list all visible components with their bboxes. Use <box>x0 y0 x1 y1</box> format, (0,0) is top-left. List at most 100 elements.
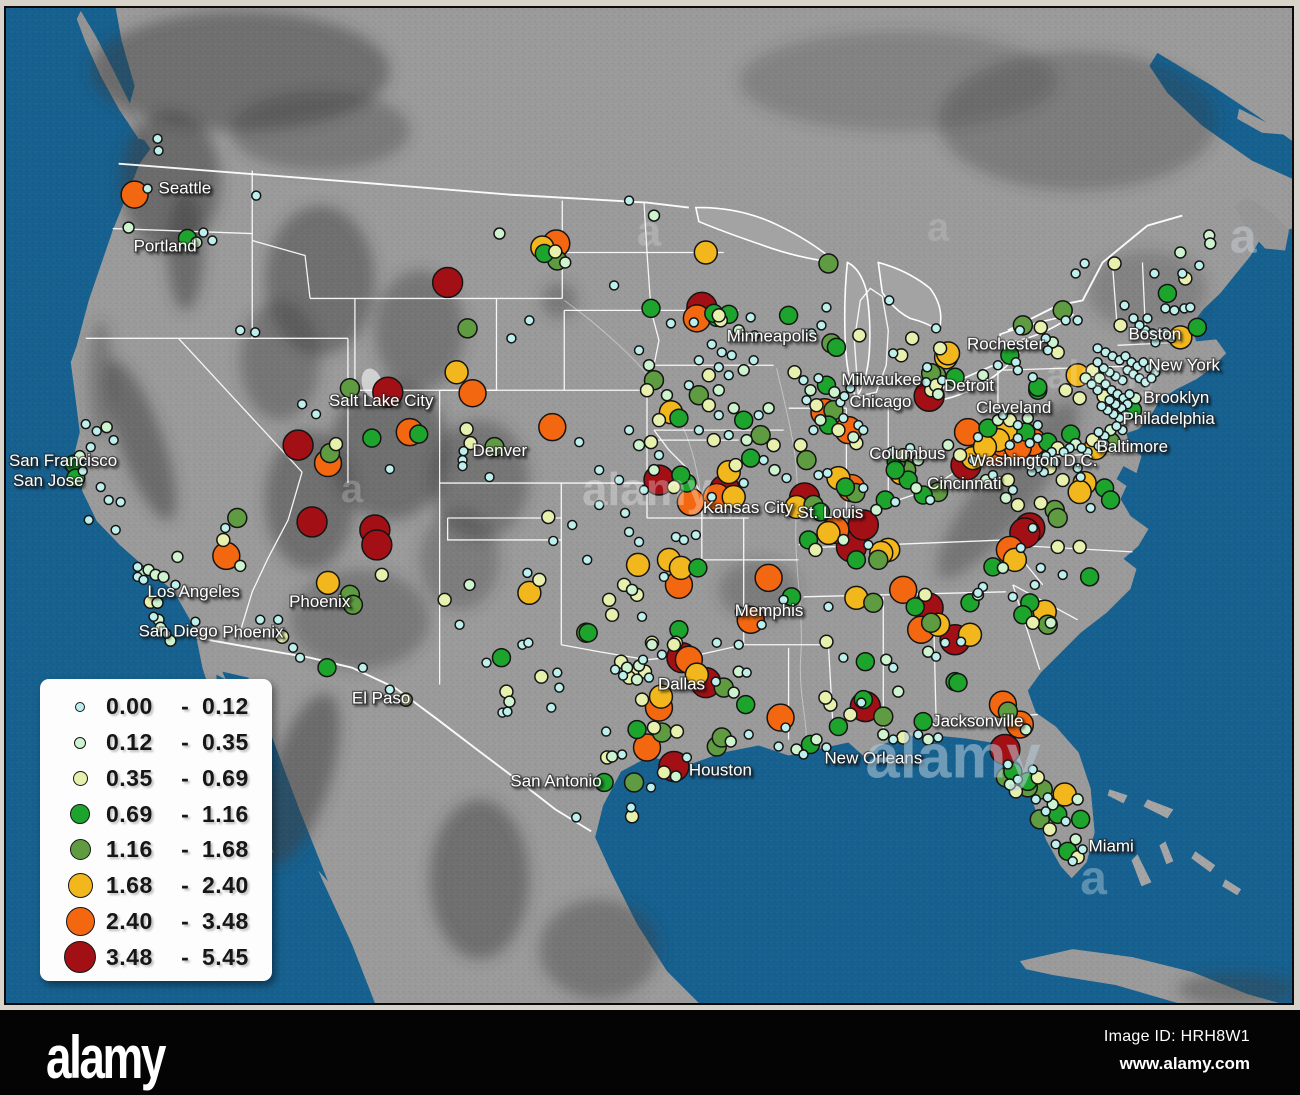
legend-dot <box>74 736 86 749</box>
data-dot <box>920 612 942 633</box>
city-label: St. Louis <box>798 503 864 522</box>
data-dot <box>701 397 717 413</box>
data-dot <box>153 145 164 156</box>
data-dot <box>523 637 534 648</box>
data-dot <box>1019 723 1033 736</box>
data-dot <box>220 522 231 534</box>
data-dot <box>1100 490 1121 510</box>
data-dot <box>924 494 936 506</box>
data-dot <box>826 337 847 358</box>
data-dot <box>522 567 533 579</box>
legend-row: 0.69 -1.16 <box>40 797 272 831</box>
data-dot <box>190 616 201 628</box>
data-dot <box>732 324 745 337</box>
data-dot <box>1002 759 1014 770</box>
data-dot <box>617 670 629 681</box>
watermark-text: a <box>927 206 950 250</box>
data-dot <box>1194 260 1205 271</box>
data-dot <box>766 437 781 453</box>
data-dot <box>142 183 153 194</box>
data-dot <box>693 355 705 366</box>
data-dot <box>806 328 817 339</box>
data-dot <box>372 376 404 408</box>
data-dot <box>554 682 565 693</box>
data-dot <box>458 445 469 457</box>
data-dot <box>643 672 655 683</box>
data-dot <box>808 424 819 436</box>
data-dot <box>632 438 646 452</box>
data-dot <box>728 457 743 473</box>
city-label: Kansas City <box>703 498 794 517</box>
legend-row: 0.00 -0.12 <box>40 690 272 724</box>
data-dot <box>745 312 756 323</box>
watermark-text: a <box>341 467 364 511</box>
data-dot <box>296 398 308 410</box>
legend-range-max: 2.40 <box>202 872 249 899</box>
data-dot <box>593 464 605 476</box>
data-dot <box>254 614 266 626</box>
data-dot <box>1027 764 1039 775</box>
data-dot <box>780 722 791 733</box>
data-dot <box>681 752 693 763</box>
data-dot <box>932 341 948 356</box>
national-borders <box>118 162 1183 833</box>
alamy-url[interactable]: www.alamy.com <box>1119 1054 1250 1073</box>
data-dot <box>342 594 364 616</box>
data-dot <box>619 507 631 519</box>
legend-dot <box>64 941 96 974</box>
data-dot <box>798 749 809 760</box>
data-dot <box>828 716 849 737</box>
data-dot <box>1060 315 1071 326</box>
data-dot <box>839 390 850 402</box>
data-dot <box>1025 615 1041 630</box>
data-dot <box>889 575 918 605</box>
data-dot <box>909 481 923 495</box>
data-dot <box>538 412 567 442</box>
data-dot <box>1070 809 1091 830</box>
data-dot <box>850 374 863 387</box>
alamy-logo[interactable]: alamy <box>46 1023 166 1092</box>
data-dot <box>890 496 901 508</box>
data-dot <box>1111 420 1122 432</box>
legend-dot <box>67 873 93 899</box>
data-dot <box>868 549 889 571</box>
data-dot <box>683 380 695 391</box>
data-dot <box>1100 379 1111 390</box>
data-dot <box>1042 822 1057 837</box>
data-dot <box>1120 351 1131 362</box>
data-dot <box>1033 320 1049 335</box>
data-dot <box>1030 794 1042 805</box>
data-dot <box>95 481 106 493</box>
legend-range-max: 3.48 <box>202 907 249 934</box>
data-dot <box>713 362 725 373</box>
data-dot <box>491 647 512 668</box>
data-dot <box>1055 472 1070 488</box>
data-dot <box>818 253 839 274</box>
city-label: Houston <box>689 760 752 779</box>
data-dot <box>1150 337 1161 348</box>
data-dot <box>1060 816 1071 827</box>
data-dot <box>813 469 824 481</box>
data-dot <box>357 662 369 673</box>
data-dot <box>1004 439 1016 451</box>
legend-range-min: 0.12 <box>106 729 153 756</box>
data-dot <box>328 436 344 452</box>
data-dot <box>740 448 761 468</box>
data-dot <box>913 711 933 732</box>
city-label: Cincinnati <box>927 474 1001 493</box>
legend-range-dash: - <box>181 693 189 720</box>
data-dot <box>638 484 650 496</box>
data-dot <box>666 637 682 652</box>
data-dot <box>605 750 619 763</box>
data-dot <box>936 375 948 386</box>
data-dot <box>1069 833 1082 846</box>
data-dot <box>1098 363 1109 374</box>
data-dot <box>669 770 683 783</box>
data-dot <box>706 432 722 448</box>
data-dot <box>623 195 635 206</box>
data-dot <box>727 686 740 699</box>
data-dot <box>905 597 925 617</box>
data-dot <box>671 465 691 485</box>
legend-row: 1.68 -2.40 <box>40 869 272 903</box>
data-dot <box>517 580 542 606</box>
